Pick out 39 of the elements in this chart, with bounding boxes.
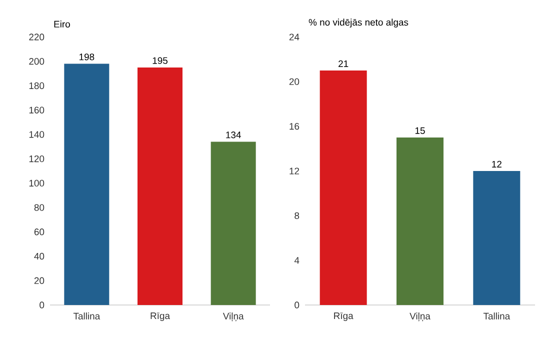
y-tick-label: 160 — [29, 106, 44, 114]
x-tick-label: Rīga — [334, 312, 354, 321]
y-tick-label: 12 — [290, 168, 300, 174]
y-tick-label: 140 — [29, 131, 44, 138]
y-tick-label: 200 — [29, 58, 44, 65]
chart-title: Eiro — [54, 20, 70, 28]
y-tick-label: 60 — [34, 228, 44, 236]
y-tick-label: 8 — [294, 212, 300, 220]
y-tick-label: 180 — [29, 82, 44, 90]
x-tick-label: Viļņa — [222, 312, 244, 322]
y-tick-label: 4 — [294, 257, 300, 264]
bar — [396, 138, 444, 305]
y-tick-label: 0 — [294, 302, 300, 308]
x-tick-label: Tallina — [483, 312, 510, 320]
data-label: 134 — [226, 132, 241, 138]
bar — [320, 70, 367, 305]
data-label: 12 — [492, 160, 502, 168]
y-tick-label: 40 — [34, 252, 44, 260]
bar — [210, 142, 256, 305]
chart-title: % no vidējās neto algas — [308, 18, 408, 28]
y-tick-label: 100 — [29, 180, 44, 187]
y-tick-label: 120 — [29, 155, 44, 162]
y-tick-label: 20 — [289, 78, 300, 86]
y-tick-label: 80 — [34, 204, 44, 211]
y-tick-label: 20 — [34, 277, 44, 284]
bar — [64, 64, 110, 305]
data-label: 15 — [415, 127, 425, 134]
y-tick-label: 220 — [29, 34, 44, 40]
x-tick-label: Tallina — [73, 312, 100, 320]
bar — [138, 67, 183, 305]
bar — [473, 171, 520, 305]
data-label: 198 — [79, 54, 94, 60]
x-tick-label: Rīga — [150, 312, 170, 321]
y-tick-label: 24 — [289, 34, 300, 40]
y-tick-label: 16 — [290, 122, 300, 130]
data-label: 21 — [338, 60, 348, 67]
y-tick-label: 0 — [40, 302, 44, 308]
x-tick-label: Viļņa — [410, 312, 430, 322]
data-label: 195 — [152, 57, 168, 64]
